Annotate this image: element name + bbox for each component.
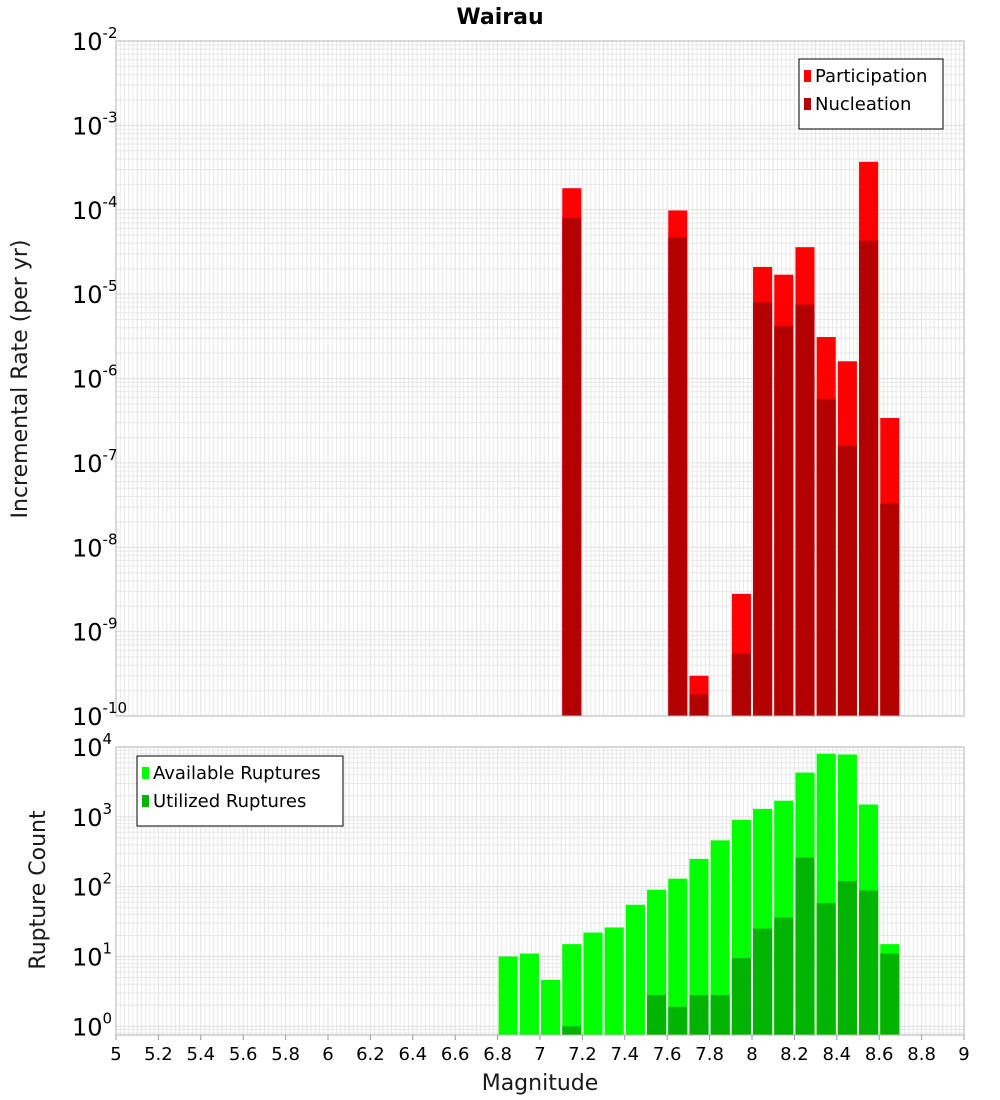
bottom-bar-b (668, 1006, 688, 1035)
top-bar-b (753, 302, 773, 716)
bottom-bar-a (541, 980, 561, 1035)
bottom-bar-b (753, 928, 773, 1035)
x-tick-label: 5 (110, 1044, 121, 1065)
bottom-bar-b (647, 995, 667, 1035)
x-tick-label: 8.2 (780, 1044, 809, 1065)
top-bar-b (562, 217, 582, 716)
x-axis-label: Magnitude (482, 1071, 599, 1096)
top-legend-swatch (804, 70, 811, 82)
bottom-bar-b (795, 857, 815, 1035)
bottom-legend-label: Utilized Ruptures (153, 791, 306, 812)
top-bar-b (880, 503, 900, 716)
x-tick-label: 8 (746, 1044, 757, 1065)
x-tick-label: 6.2 (356, 1044, 385, 1065)
top-y-tick-label: 10-9 (72, 615, 118, 647)
top-y-tick-label: 10-5 (72, 277, 118, 309)
top-bar-b (668, 237, 688, 716)
top-legend-label: Participation (815, 66, 927, 87)
x-tick-label: 7.8 (695, 1044, 724, 1065)
top-legend-label: Nucleation (815, 94, 911, 115)
x-tick-label: 7.6 (653, 1044, 682, 1065)
bottom-y-tick-label: 104 (72, 730, 112, 762)
x-tick-label: 8.4 (822, 1044, 851, 1065)
bottom-bar-b (731, 958, 751, 1035)
x-tick-label: 8.6 (865, 1044, 894, 1065)
bottom-panel: 104 103 102 101 100 Available Ruptures Utilize… (72, 730, 970, 1065)
x-tick-label: 8.8 (907, 1044, 936, 1065)
bottom-bar-b (562, 1026, 582, 1035)
top-y-axis-label: Incremental Rate (per yr) (8, 240, 33, 519)
x-tick-label: 7.2 (568, 1044, 597, 1065)
top-y-tick-label: 10-4 (72, 193, 118, 225)
bottom-bar-a (562, 944, 582, 1035)
x-tick-label: 5.6 (229, 1044, 258, 1065)
bottom-bar-b (816, 903, 836, 1035)
bottom-bar-b (859, 890, 879, 1035)
x-tick-label: 5.8 (271, 1044, 300, 1065)
bottom-bar-a (519, 953, 539, 1035)
top-bar-b (837, 445, 857, 716)
bottom-y-tick-label: 101 (72, 939, 112, 971)
x-tick-label: 5.2 (144, 1044, 173, 1065)
x-tick-label: 9 (958, 1044, 969, 1065)
top-y-tick-label: 10-2 (72, 24, 118, 56)
bottom-bar-a (583, 932, 603, 1035)
bottom-bar-b (837, 881, 857, 1035)
x-tick-label: 6.4 (398, 1044, 427, 1065)
bottom-legend-swatch (142, 767, 149, 779)
bottom-bar-a (689, 858, 709, 1035)
top-plot-frame (115, 40, 965, 717)
top-y-tick-label: 10-7 (72, 446, 118, 478)
top-legend-swatch (804, 98, 811, 110)
x-tick-label: 5.4 (186, 1044, 215, 1065)
chart-title: Wairau (456, 5, 543, 30)
bottom-legend-box (136, 755, 344, 827)
bottom-bar-a (625, 904, 645, 1035)
bottom-legend-label: Available Ruptures (153, 763, 321, 784)
bottom-bar-b (689, 995, 709, 1035)
top-bar-b (731, 653, 751, 716)
top-y-tick-label: 10-3 (72, 108, 118, 140)
bottom-bar-a (604, 927, 624, 1035)
top-y-tick-label: 10-10 (72, 699, 127, 731)
bottom-bar-a (498, 956, 518, 1035)
top-y-tick-label: 10-8 (72, 530, 118, 562)
bottom-bar-a (668, 878, 688, 1035)
top-bar-b (689, 694, 709, 716)
bottom-y-tick-label: 103 (72, 800, 112, 832)
x-tick-label: 6.8 (483, 1044, 512, 1065)
top-bar-b (859, 240, 879, 717)
x-tick-label: 7.4 (610, 1044, 639, 1065)
top-y-tick-label: 10-6 (72, 362, 118, 394)
top-legend-box (798, 58, 944, 130)
top-panel: 10-2 10-3 10-4 10-5 10-6 10-7 10-8 10-9 10-10 Par… (72, 24, 965, 731)
bottom-y-tick-label: 102 (72, 870, 112, 902)
x-tick-label: 6 (322, 1044, 333, 1065)
x-tick-label: 6.6 (441, 1044, 470, 1065)
x-tick-label: 7 (534, 1044, 545, 1065)
bottom-bar-b (710, 995, 730, 1035)
top-bar-b (774, 325, 794, 716)
bottom-legend-swatch (142, 795, 149, 807)
bottom-bar-b (880, 953, 900, 1035)
bottom-bar-a (710, 840, 730, 1035)
bottom-bar-b (774, 917, 794, 1035)
bottom-y-tick-label: 100 (72, 1009, 112, 1041)
bottom-y-axis-label: Rupture Count (26, 810, 51, 970)
top-bar-b (816, 399, 836, 716)
top-bar-b (795, 304, 815, 716)
